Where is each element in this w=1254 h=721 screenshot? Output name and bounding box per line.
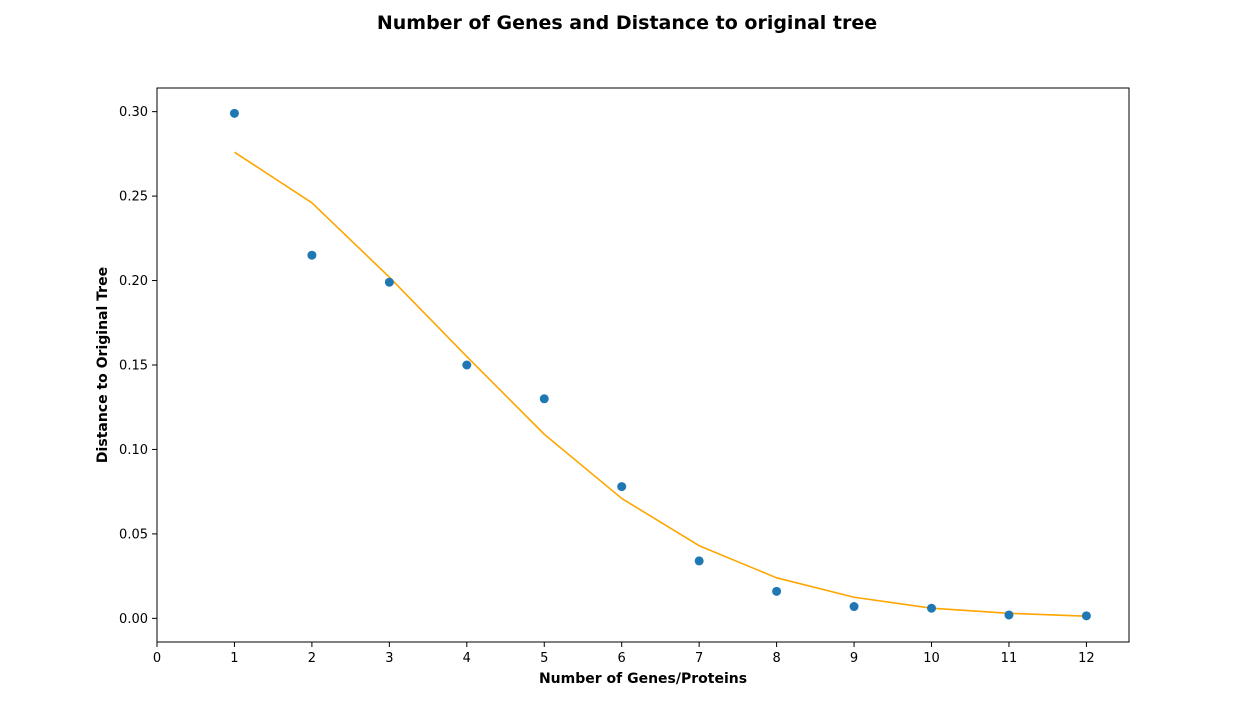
scatter-point — [927, 603, 937, 613]
x-tick-label: 12 — [1078, 651, 1095, 666]
x-tick-label: 0 — [153, 651, 161, 666]
x-tick-label: 4 — [463, 651, 471, 666]
y-tick-label: 0.10 — [119, 443, 148, 458]
y-axis-label: Distance to Original Tree — [95, 267, 111, 463]
x-tick-label: 9 — [850, 651, 858, 666]
x-tick-label: 1 — [230, 651, 238, 666]
scatter-point — [694, 556, 704, 566]
x-tick-label: 11 — [1001, 651, 1018, 666]
scatter-point — [229, 108, 239, 118]
x-tick-label: 10 — [923, 651, 940, 666]
x-tick-label: 6 — [618, 651, 626, 666]
x-tick-label: 3 — [385, 651, 393, 666]
scatter-point — [617, 482, 627, 492]
y-axis-ticks: 0.00 0.05 0.10 0.15 0.20 0.25 0.30 — [119, 105, 157, 627]
scatter-point — [384, 277, 394, 287]
x-axis-label: Number of Genes/Proteins — [539, 671, 747, 687]
scatter-point — [1081, 611, 1091, 621]
scatter-point — [772, 586, 782, 596]
scatter-point — [1004, 610, 1014, 620]
scatter-point — [849, 602, 859, 612]
y-tick-label: 0.05 — [119, 527, 148, 542]
x-tick-label: 7 — [695, 651, 703, 666]
y-tick-label: 0.30 — [119, 105, 148, 120]
series-layer — [229, 108, 1091, 621]
scatter-point — [307, 250, 317, 260]
y-tick-label: 0.15 — [119, 359, 148, 374]
x-tick-label: 5 — [540, 651, 548, 666]
plot-area: 0 1 2 3 4 5 6 7 8 9 10 11 12 0.000.050.100.150.200.2… — [119, 87, 1130, 666]
x-tick-label: 8 — [772, 651, 780, 666]
chart-title: Number of Genes and Distance to original… — [377, 12, 877, 34]
x-tick-label: 2 — [308, 651, 316, 666]
plot-frame — [156, 87, 1130, 643]
scatter-point — [539, 394, 549, 404]
scatter-point — [462, 360, 472, 370]
fit-line — [234, 151, 1087, 617]
y-tick-label: 0.00 — [119, 612, 148, 627]
y-tick-label: 0.20 — [119, 274, 148, 289]
x-axis-ticks: 0 1 2 3 4 5 6 7 8 9 10 11 12 — [153, 642, 1095, 666]
y-tick-label: 0.25 — [119, 190, 148, 205]
